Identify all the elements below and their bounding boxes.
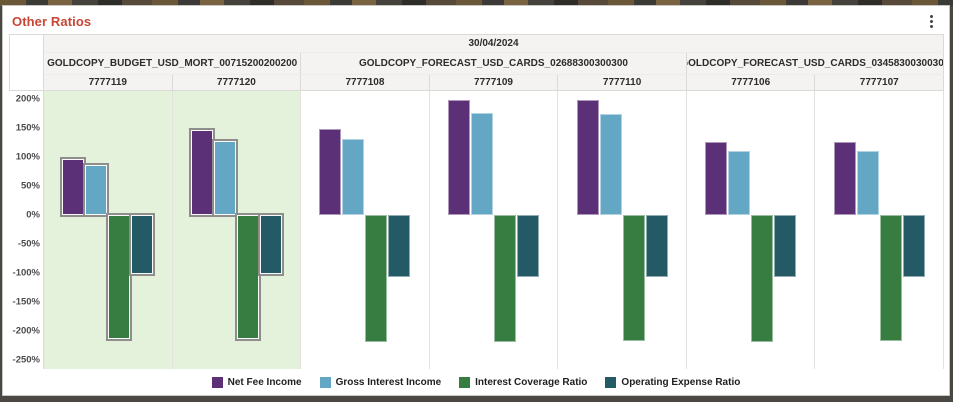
- y-axis-tick: 100%: [15, 151, 40, 163]
- y-axis: 200% 150% 100% 50% 0% -50% -100% -150% -200% -250…: [9, 34, 43, 369]
- entity-header-cell-7777120[interactable]: 7777120: [173, 75, 302, 90]
- y-axis-tick: 200%: [15, 93, 40, 105]
- legend-label: Net Fee Income: [227, 376, 302, 388]
- legend-item-operating-expense-ratio[interactable]: Operating Expense Ratio: [605, 376, 741, 388]
- scenario-header-cell[interactable]: GOLDCOPY_FORECAST_USD_CARDS_026883003003…: [301, 53, 687, 74]
- legend-label: Gross Interest Income: [335, 376, 442, 388]
- scenario-header-row: GOLDCOPY_BUDGET_USD_MORT_00715200200200 G…: [44, 52, 944, 74]
- bar-interest-coverage-ratio[interactable]: [751, 214, 774, 342]
- plot-column-7777106: [686, 91, 816, 369]
- bar-interest-coverage-ratio[interactable]: [234, 212, 261, 341]
- bar-operating-expense-ratio[interactable]: [645, 214, 668, 277]
- date-header-cell[interactable]: 30/04/2024: [44, 35, 944, 52]
- plot-area: [44, 91, 945, 369]
- bar-gross-interest-income[interactable]: [211, 138, 238, 217]
- bar-operating-expense-ratio[interactable]: [257, 212, 284, 276]
- bar-operating-expense-ratio[interactable]: [774, 214, 797, 277]
- entity-header-cell-7777108[interactable]: 7777108: [301, 75, 430, 90]
- entity-header-cell-7777106[interactable]: 7777106: [687, 75, 816, 90]
- legend-swatch-icon: [605, 376, 617, 388]
- y-axis-tick: -200%: [12, 325, 40, 337]
- bar-interest-coverage-ratio[interactable]: [494, 214, 517, 342]
- bar-operating-expense-ratio[interactable]: [902, 214, 925, 278]
- y-axis-tick: 50%: [20, 180, 40, 192]
- plot-column-7777119: [44, 91, 173, 369]
- bar-interest-coverage-ratio[interactable]: [622, 214, 645, 342]
- bar-gross-interest-income[interactable]: [599, 113, 622, 215]
- y-axis-labels: 200% 150% 100% 50% 0% -50% -100% -150% -200% -250…: [9, 91, 43, 369]
- plot-column-7777108: [301, 91, 430, 369]
- background-strip: [0, 0, 953, 6]
- bar-net-fee-income[interactable]: [448, 99, 471, 215]
- date-header-row: 30/04/2024: [44, 34, 944, 52]
- bar-operating-expense-ratio[interactable]: [517, 214, 540, 278]
- legend-item-interest-coverage-ratio[interactable]: Interest Coverage Ratio: [459, 376, 588, 388]
- widget-header: Other Ratios: [3, 6, 949, 34]
- legend-label: Interest Coverage Ratio: [475, 376, 588, 388]
- bar-gross-interest-income[interactable]: [856, 150, 879, 215]
- legend-swatch-icon: [211, 376, 223, 388]
- chart-legend: Net Fee Income Gross Interest Income Inter…: [3, 369, 949, 395]
- plot-column-7777107: [815, 91, 945, 369]
- y-axis-tick: 0%: [26, 209, 40, 221]
- y-axis-tick: -250%: [12, 354, 40, 366]
- y-axis-tick: 150%: [15, 122, 40, 134]
- entity-header-row: 7777119 7777120 7777108 7777109 7777110 77771…: [44, 74, 945, 91]
- legend-item-gross-interest-income[interactable]: Gross Interest Income: [319, 376, 442, 388]
- legend-swatch-icon: [459, 376, 471, 388]
- legend-swatch-icon: [319, 376, 331, 388]
- bar-interest-coverage-ratio[interactable]: [106, 212, 133, 342]
- kebab-menu-icon[interactable]: [922, 10, 941, 33]
- y-axis-tick: -100%: [12, 267, 40, 279]
- y-axis-tick: -50%: [17, 238, 40, 250]
- ratios-chart: 200% 150% 100% 50% 0% -50% -100% -150% -200% -250…: [3, 34, 949, 369]
- entity-header-cell-7777107[interactable]: 7777107: [815, 75, 945, 90]
- other-ratios-widget: Other Ratios 200% 150% 100% 50% 0% -50% -100% -…: [2, 5, 950, 396]
- bar-net-fee-income[interactable]: [705, 142, 728, 215]
- legend-label: Operating Expense Ratio: [621, 376, 741, 388]
- bar-interest-coverage-ratio[interactable]: [879, 214, 902, 342]
- entity-header-cell-7777119[interactable]: 7777119: [44, 75, 173, 90]
- bar-gross-interest-income[interactable]: [342, 139, 365, 215]
- bar-gross-interest-income[interactable]: [83, 163, 110, 217]
- bar-interest-coverage-ratio[interactable]: [365, 214, 388, 342]
- scenario-header-cell[interactable]: GOLDCOPY_BUDGET_USD_MORT_00715200200200: [44, 53, 302, 74]
- bar-net-fee-income[interactable]: [188, 128, 215, 217]
- bar-gross-interest-income[interactable]: [728, 151, 751, 215]
- entity-header-cell-7777110[interactable]: 7777110: [558, 75, 687, 90]
- axis-header-spacer: [9, 34, 43, 91]
- bar-net-fee-income[interactable]: [319, 128, 342, 215]
- plot-column-7777110: [558, 91, 687, 369]
- scenario-header-cell[interactable]: GOLDCOPY_FORECAST_USD_CARDS_034583003003…: [687, 53, 944, 74]
- bar-gross-interest-income[interactable]: [471, 113, 494, 215]
- bar-net-fee-income[interactable]: [60, 157, 87, 217]
- plot-column-7777109: [429, 91, 559, 369]
- plot-column-7777120: [172, 91, 302, 369]
- bar-operating-expense-ratio[interactable]: [129, 212, 156, 277]
- bar-net-fee-income[interactable]: [576, 100, 599, 215]
- legend-item-net-fee-income[interactable]: Net Fee Income: [211, 376, 302, 388]
- entity-header-cell-7777109[interactable]: 7777109: [430, 75, 559, 90]
- bar-net-fee-income[interactable]: [833, 142, 856, 215]
- page-title: Other Ratios: [12, 14, 92, 29]
- chart-table: 30/04/2024 GOLDCOPY_BUDGET_USD_MORT_0071…: [43, 34, 945, 369]
- y-axis-tick: -150%: [12, 296, 40, 308]
- bar-operating-expense-ratio[interactable]: [388, 214, 411, 277]
